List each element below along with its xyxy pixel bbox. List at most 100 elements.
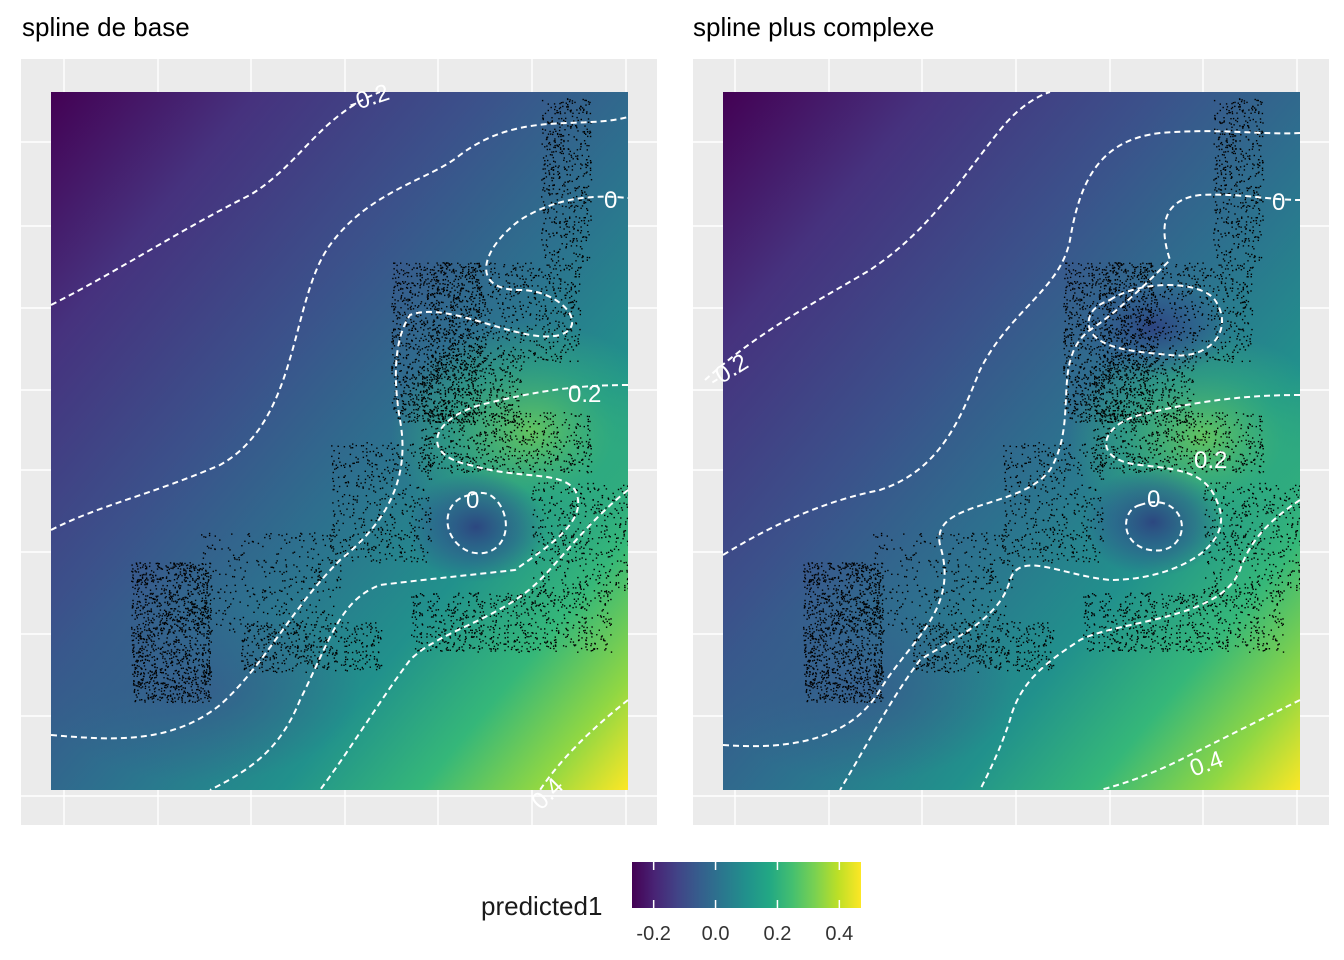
observation-point: [386, 524, 388, 526]
observation-point: [207, 595, 209, 597]
observation-point: [562, 322, 564, 324]
observation-point: [408, 464, 410, 466]
observation-point: [168, 613, 170, 615]
observation-point: [442, 417, 444, 419]
observation-point: [177, 594, 179, 597]
observation-point: [401, 512, 403, 514]
observation-point: [573, 238, 575, 240]
observation-point: [399, 317, 401, 319]
observation-point: [134, 700, 137, 702]
observation-point: [458, 299, 461, 302]
observation-point: [516, 319, 519, 321]
observation-point: [435, 280, 437, 282]
observation-point: [559, 112, 562, 115]
observation-point: [568, 180, 571, 182]
observation-point: [392, 459, 395, 461]
observation-point: [575, 260, 577, 262]
observation-point: [159, 621, 161, 623]
observation-point: [150, 639, 152, 641]
observation-point: [488, 445, 490, 447]
observation-point: [412, 401, 414, 403]
observation-point: [145, 620, 147, 622]
observation-point: [530, 302, 532, 304]
observation-point: [396, 323, 398, 325]
observation-point: [530, 279, 533, 282]
observation-point: [441, 288, 443, 290]
observation-point: [393, 345, 396, 347]
observation-point: [476, 285, 478, 287]
observation-point: [353, 462, 355, 464]
observation-point: [405, 392, 407, 395]
observation-point: [137, 590, 139, 593]
observation-point: [466, 300, 469, 303]
observation-point: [399, 313, 401, 316]
observation-point: [205, 671, 208, 673]
observation-point: [456, 421, 459, 424]
observation-point: [138, 656, 140, 658]
observation-point: [187, 693, 190, 695]
observation-point: [175, 573, 177, 575]
observation-point: [160, 629, 163, 632]
observation-point: [181, 701, 183, 703]
observation-point: [389, 472, 391, 474]
observation-point: [517, 462, 519, 464]
observation-point: [316, 667, 318, 669]
observation-point: [349, 465, 351, 468]
observation-point: [457, 326, 460, 328]
observation-point: [393, 362, 395, 364]
observation-point: [204, 682, 206, 684]
observation-point: [424, 269, 427, 271]
observation-point: [438, 463, 440, 465]
observation-point: [183, 690, 186, 693]
observation-point: [479, 443, 482, 445]
observation-point: [456, 400, 458, 402]
observation-point: [573, 221, 576, 223]
observation-point: [502, 352, 504, 354]
observation-point: [145, 681, 147, 684]
observation-point: [416, 267, 418, 269]
observation-point: [468, 404, 470, 407]
observation-point: [482, 295, 485, 297]
observation-point: [158, 624, 161, 626]
observation-point: [332, 462, 334, 465]
observation-point: [304, 649, 306, 651]
observation-point: [179, 616, 182, 618]
observation-point: [435, 370, 438, 372]
observation-point: [468, 387, 470, 390]
observation-point: [171, 661, 174, 663]
observation-point: [485, 438, 487, 440]
observation-point: [334, 629, 336, 632]
observation-point: [472, 384, 474, 386]
observation-point: [141, 613, 143, 615]
observation-point: [364, 481, 366, 484]
observation-point: [332, 480, 335, 482]
observation-point: [549, 278, 551, 280]
observation-point: [313, 634, 316, 637]
observation-point: [542, 168, 544, 170]
observation-point: [566, 243, 568, 245]
observation-point: [144, 604, 147, 606]
observation-point: [553, 431, 555, 433]
observation-point: [287, 645, 289, 648]
observation-point: [448, 324, 451, 326]
observation-point: [384, 468, 386, 471]
observation-point: [191, 683, 193, 686]
observation-point: [456, 359, 459, 361]
observation-point: [166, 623, 169, 625]
observation-point: [209, 607, 212, 610]
observation-point: [439, 446, 441, 448]
observation-point: [492, 424, 495, 426]
observation-point: [535, 274, 538, 277]
observation-point: [173, 680, 175, 682]
observation-point: [497, 348, 499, 350]
observation-point: [471, 281, 474, 283]
observation-point: [199, 617, 201, 620]
observation-point: [410, 319, 412, 321]
observation-point: [549, 418, 552, 420]
observation-point: [174, 688, 177, 691]
observation-point: [585, 133, 587, 135]
observation-point: [400, 288, 402, 290]
observation-point: [408, 416, 410, 418]
observation-point: [429, 335, 432, 337]
observation-point: [438, 324, 440, 327]
